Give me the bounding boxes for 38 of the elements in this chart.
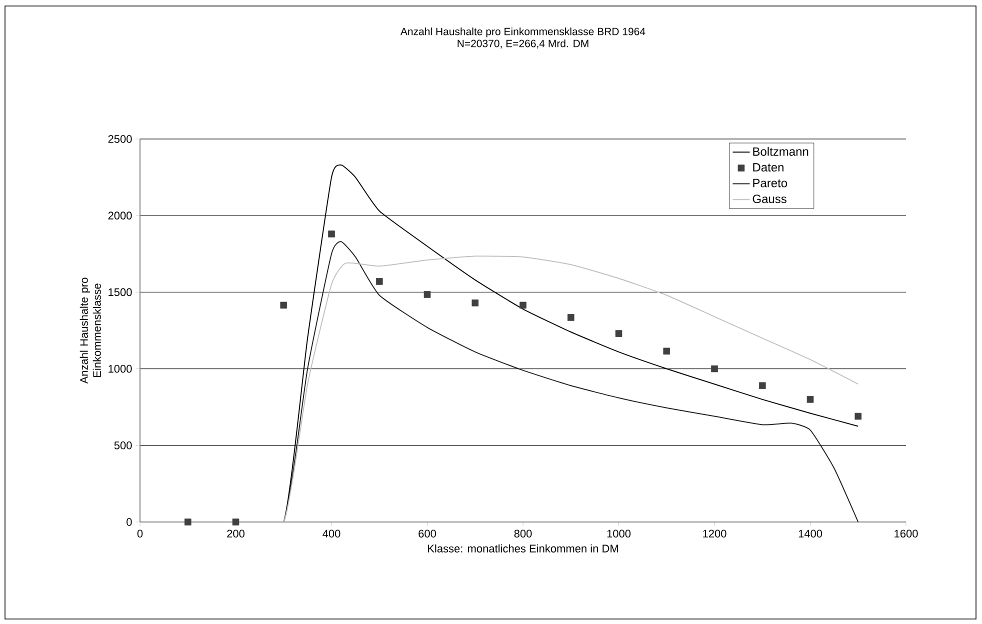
x-tick-label: 1400 bbox=[798, 530, 822, 538]
point bbox=[232, 518, 240, 526]
chart-subtitle: N=20370, E=266,4 Mrd. DM bbox=[458, 40, 588, 48]
point bbox=[615, 330, 622, 337]
chart-title: Anzahl Haushalte pro Einkommensklasse BRD 1964 bbox=[400, 28, 646, 38]
point bbox=[520, 302, 526, 309]
legend-label: Boltzmann bbox=[753, 146, 808, 156]
y-tick-label: 1500 bbox=[108, 288, 132, 296]
y-tick-label: 2000 bbox=[108, 212, 132, 220]
x-tick-label: 600 bbox=[418, 530, 436, 538]
x-tick-label: 0 bbox=[137, 530, 143, 538]
x-tick-label: 200 bbox=[227, 530, 245, 538]
x-tick-label: 1000 bbox=[607, 530, 631, 538]
y-tick-label: 2500 bbox=[108, 135, 132, 143]
y-tick-label: 1000 bbox=[108, 364, 132, 373]
point bbox=[184, 518, 192, 526]
y-tick-label: 500 bbox=[114, 441, 132, 450]
point bbox=[567, 314, 574, 321]
point bbox=[376, 278, 383, 285]
legend-label: Gauss bbox=[752, 194, 786, 204]
point bbox=[328, 230, 335, 238]
point bbox=[758, 382, 766, 390]
point bbox=[711, 365, 718, 372]
x-tick-label: 1600 bbox=[894, 530, 918, 538]
x-axis-title: Klasse: monatliches Einkommen in DM bbox=[428, 544, 618, 552]
x-tick-label: 400 bbox=[322, 530, 340, 538]
x-tick-label: 800 bbox=[514, 530, 532, 538]
legend-label: Pareto bbox=[753, 178, 788, 188]
x-tick-label: 1200 bbox=[703, 530, 726, 538]
point bbox=[472, 300, 479, 306]
legend-label: Daten bbox=[753, 163, 784, 172]
y-tick-label: 0 bbox=[126, 518, 132, 526]
point bbox=[663, 348, 670, 355]
y-axis-title: Anzahl Haushalte pro Einkommensklasse bbox=[80, 278, 101, 384]
point bbox=[854, 412, 862, 420]
point bbox=[280, 302, 288, 309]
point bbox=[424, 291, 431, 298]
point bbox=[806, 396, 814, 403]
